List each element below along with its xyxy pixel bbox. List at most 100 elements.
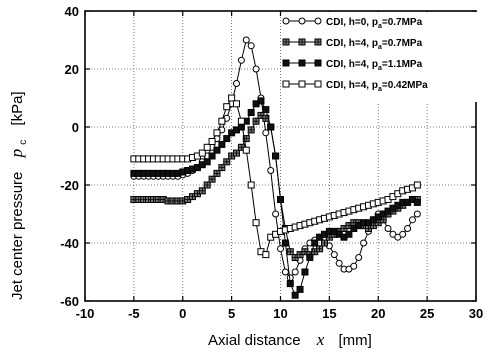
data-point — [262, 129, 270, 137]
x-tick-labels: -10 -5 0 5 10 15 20 25 30 — [76, 306, 484, 321]
data-point — [350, 262, 358, 270]
x-tick-label: 30 — [469, 306, 483, 321]
data-point — [277, 245, 284, 253]
y-axis-variable-subscript: c — [18, 140, 29, 145]
data-point — [247, 181, 255, 189]
x-tick-label: -10 — [76, 306, 95, 321]
x-axis-label: Axial distance x [mm] — [208, 330, 372, 349]
x-tick-label: 20 — [371, 306, 385, 321]
x-axis-label-text: Axial distance — [208, 332, 301, 349]
y-axis-unit: [kPa] — [9, 91, 26, 125]
data-point — [404, 225, 412, 232]
data-point — [291, 268, 299, 276]
data-point — [252, 65, 260, 73]
data-point — [267, 123, 275, 131]
data-point — [218, 140, 226, 148]
legend-marker — [314, 17, 322, 25]
data-point — [233, 100, 241, 108]
data-point — [203, 143, 211, 151]
legend-marker — [282, 59, 290, 67]
legend-marker — [298, 38, 306, 46]
legend: CDI, h=0, pa=0.7MPa CDI, h=4, pa=0.7MPa CD… — [282, 12, 482, 102]
y-tick-label: -20 — [60, 178, 79, 193]
data-point — [281, 268, 289, 276]
data-point — [272, 210, 280, 218]
y-axis-label-text: Jet center pressure — [9, 172, 26, 300]
data-point — [208, 175, 216, 183]
data-point — [198, 149, 206, 157]
legend-marker — [314, 59, 322, 67]
data-point — [223, 158, 231, 166]
data-point — [213, 146, 221, 154]
data-point — [247, 126, 255, 134]
x-tick-label: -5 — [128, 306, 140, 321]
data-point — [237, 56, 245, 64]
data-point — [267, 167, 275, 174]
data-point — [252, 117, 260, 125]
data-point — [223, 103, 231, 111]
series-4 — [130, 94, 421, 259]
data-point — [316, 245, 324, 253]
data-point — [306, 254, 314, 261]
legend-marker — [282, 80, 290, 88]
data-point — [257, 97, 265, 105]
legend-marker — [314, 80, 322, 88]
data-point — [413, 181, 421, 189]
x-tick-label: 10 — [273, 306, 287, 321]
y-tick-label: 0 — [72, 120, 79, 135]
data-point — [218, 164, 226, 172]
data-point — [252, 219, 260, 227]
data-point — [345, 230, 353, 238]
data-point — [272, 152, 280, 160]
data-point — [247, 109, 255, 116]
data-point — [311, 239, 319, 247]
data-point — [286, 280, 294, 288]
data-point — [203, 181, 211, 189]
legend-marker — [314, 38, 322, 46]
data-point — [208, 152, 216, 160]
legend-label: CDI, h=4, pa=0.7MPa — [326, 38, 423, 51]
data-point — [277, 196, 284, 203]
y-tick-label: -40 — [60, 236, 79, 251]
tick-marks — [84, 10, 477, 302]
x-tick-label: 0 — [179, 306, 186, 321]
data-point — [237, 117, 245, 125]
x-tick-label: 5 — [228, 306, 235, 321]
data-point — [237, 123, 245, 131]
series-2 — [130, 111, 421, 261]
data-point — [281, 239, 289, 247]
data-point — [262, 251, 270, 259]
data-point — [335, 259, 343, 267]
data-point — [413, 198, 421, 206]
y-tick-label: -60 — [60, 294, 79, 309]
data-point — [291, 291, 299, 299]
data-point — [247, 42, 255, 50]
legend-marker — [298, 59, 306, 67]
y-axis-label: Jet center pressure p c [kPa] — [7, 91, 30, 300]
data-point — [384, 225, 392, 232]
data-point — [301, 268, 309, 276]
x-axis-unit: [mm] — [338, 332, 371, 349]
data-point — [198, 187, 206, 195]
data-point — [413, 210, 421, 218]
legend-entry: CDI, h=4, pa=1.1MPa — [282, 59, 423, 72]
series-3 — [130, 97, 421, 299]
legend-marker — [282, 38, 290, 46]
data-point — [399, 230, 407, 238]
data-point — [330, 251, 338, 259]
legend-marker — [298, 80, 306, 88]
x-tick-label: 15 — [322, 306, 336, 321]
legend-marker — [282, 17, 290, 25]
data-point — [213, 169, 221, 177]
data-point — [218, 117, 226, 125]
x-axis-variable: x — [316, 330, 325, 349]
data-point — [320, 239, 328, 247]
data-point — [213, 129, 221, 137]
data-point — [242, 36, 250, 44]
series-layer — [130, 36, 421, 299]
y-tick-labels: -60 -40 -20 0 20 40 — [60, 4, 79, 309]
legend-label: CDI, h=0, pa=0.7MPa — [326, 17, 423, 30]
data-point — [242, 146, 250, 154]
data-point — [233, 80, 241, 87]
data-point — [262, 106, 270, 114]
